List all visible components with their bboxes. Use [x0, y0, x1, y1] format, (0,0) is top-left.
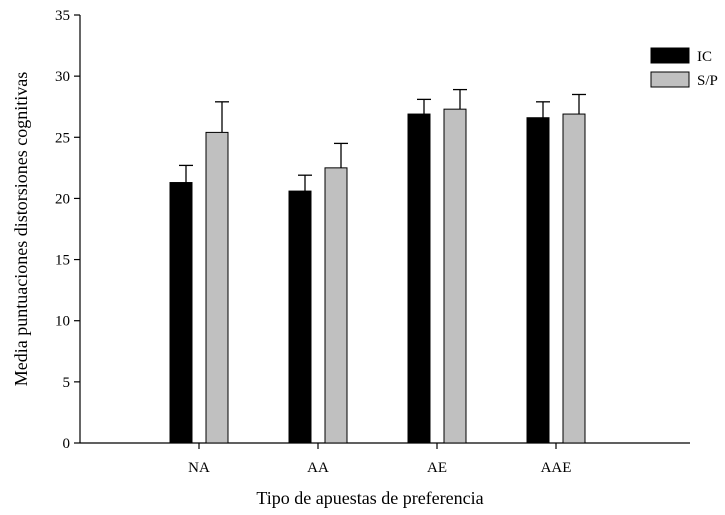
y-tick-label: 35	[55, 8, 70, 24]
bars	[169, 108, 586, 444]
x-ticks: NA AA AE AAE	[188, 443, 571, 476]
legend: IC S/P	[650, 47, 718, 89]
x-axis-title: Tipo de apuestas de preferencia	[256, 488, 483, 508]
y-axis-title: Media puntuaciones distorsiones cognitiv…	[11, 72, 31, 386]
x-tick-label: AAE	[541, 460, 572, 476]
y-tick-label: 15	[55, 253, 70, 269]
legend-label: S/P	[697, 73, 718, 89]
legend-swatch	[650, 71, 690, 88]
bar-ic-aa	[288, 190, 312, 444]
bar-ic-ae	[407, 113, 431, 444]
bar-ic-aae	[526, 117, 550, 444]
bar-ic-na	[169, 182, 193, 444]
bar-sp-aa	[324, 167, 348, 444]
legend-swatch	[650, 47, 690, 64]
bar-sp-ae	[443, 108, 467, 444]
x-tick-label: AE	[427, 460, 447, 476]
y-ticks: 0 5 10 15 20 25 30 35	[55, 8, 80, 452]
y-tick-label: 5	[63, 375, 71, 391]
y-tick-label: 20	[55, 191, 70, 207]
x-tick-label: NA	[188, 460, 210, 476]
y-tick-label: 30	[55, 69, 70, 85]
y-tick-label: 10	[55, 314, 70, 330]
error-bars	[179, 88, 586, 192]
bar-sp-na	[205, 131, 229, 444]
legend-label: IC	[697, 49, 712, 65]
y-tick-label: 0	[63, 436, 71, 452]
bar-sp-aae	[562, 113, 586, 444]
y-tick-label: 25	[55, 130, 70, 146]
x-tick-label: AA	[307, 460, 329, 476]
